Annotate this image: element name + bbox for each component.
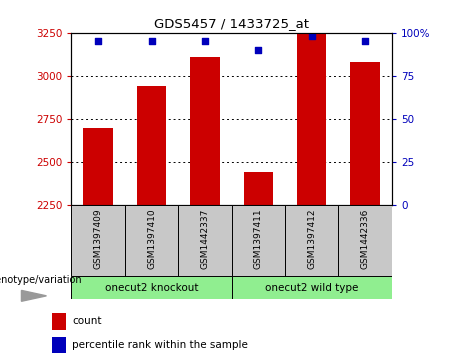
Text: percentile rank within the sample: percentile rank within the sample [72,340,248,350]
Bar [52,337,65,354]
Text: onecut2 wild type: onecut2 wild type [265,283,359,293]
Bar [178,205,231,276]
Bar [350,62,380,205]
Point [95,38,102,44]
Bar [83,127,113,205]
Bar [285,205,338,276]
Bar [190,57,219,205]
Point [148,38,155,44]
Point [361,38,369,44]
Text: GSM1397412: GSM1397412 [307,209,316,269]
Bar [125,205,178,276]
Text: GSM1397411: GSM1397411 [254,209,263,269]
Text: count: count [72,316,102,326]
Text: genotype/variation: genotype/variation [0,274,82,285]
Text: GSM1397410: GSM1397410 [147,209,156,269]
Bar [231,205,285,276]
Bar [244,172,273,205]
Text: onecut2 knockout: onecut2 knockout [105,283,198,293]
Point [201,38,209,44]
Title: GDS5457 / 1433725_at: GDS5457 / 1433725_at [154,17,309,30]
Bar [297,33,326,205]
Bar [71,205,125,276]
Point [308,33,315,39]
Text: GSM1397409: GSM1397409 [94,209,103,269]
Bar [52,313,65,330]
Bar [71,276,231,299]
Bar [231,276,392,299]
Text: GSM1442336: GSM1442336 [361,209,370,269]
Bar [137,86,166,205]
Polygon shape [21,290,47,301]
Point [254,47,262,53]
Bar [338,205,392,276]
Text: GSM1442337: GSM1442337 [201,209,209,269]
